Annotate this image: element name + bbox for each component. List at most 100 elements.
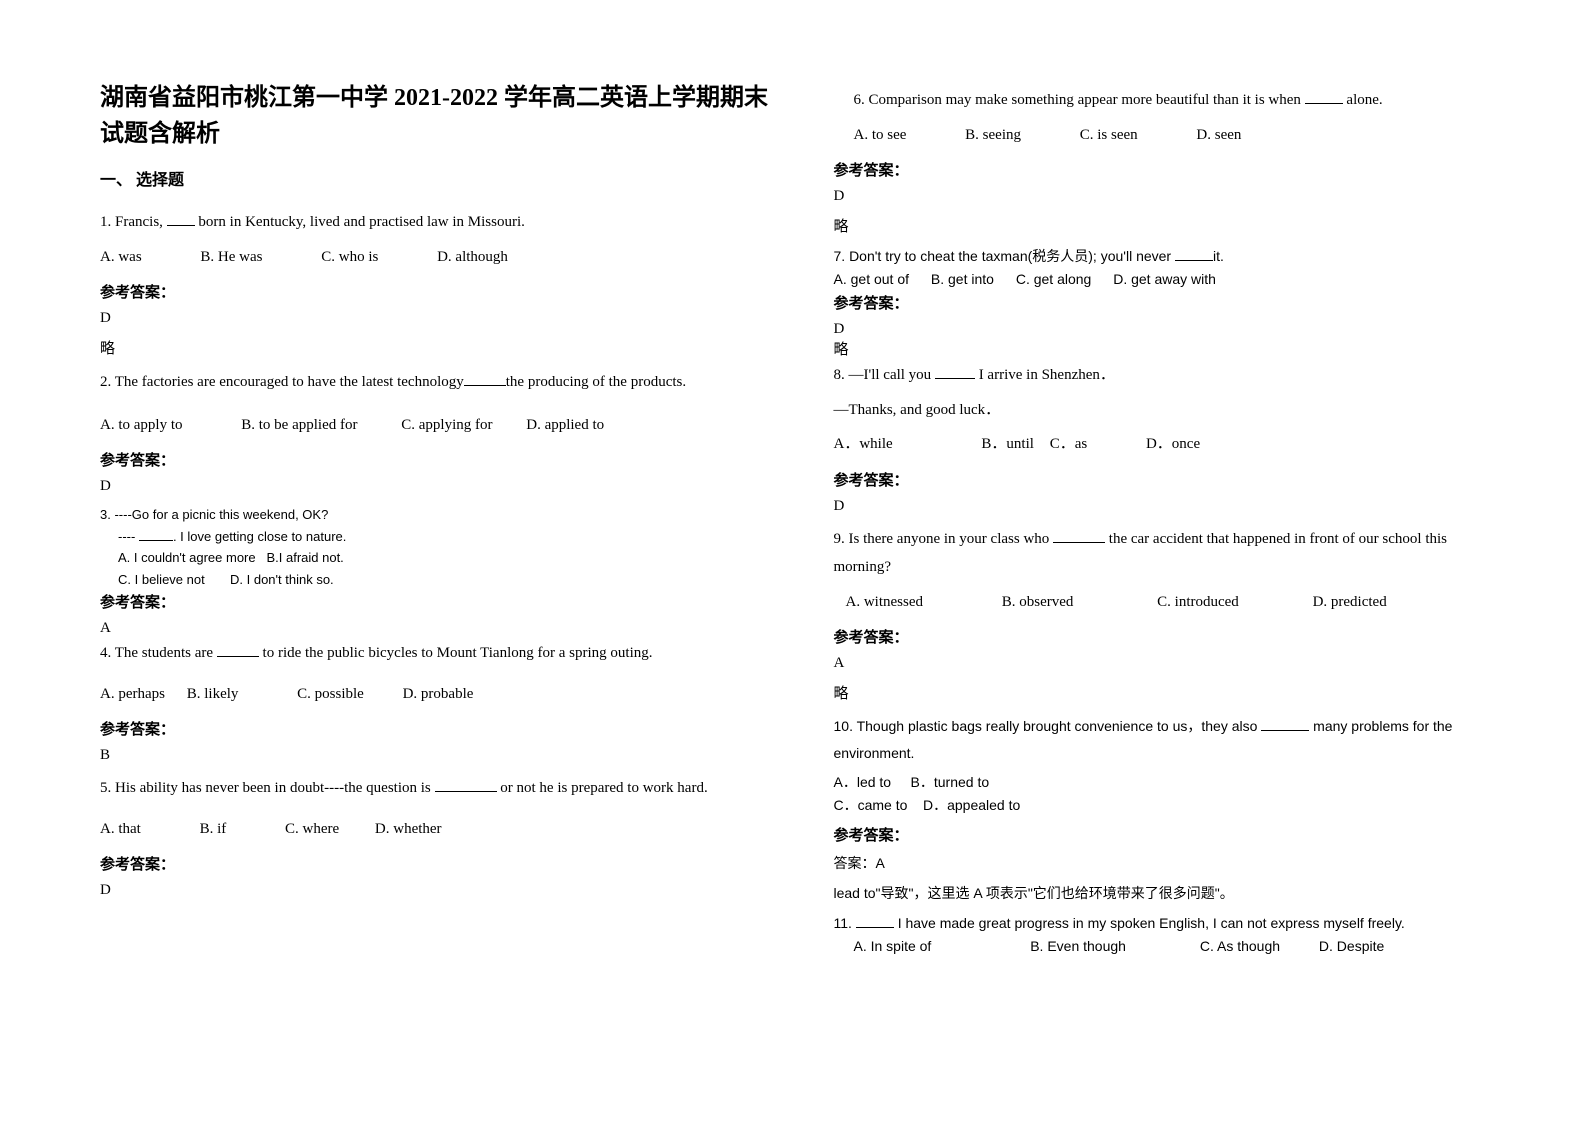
q6-text-post: alone. — [1343, 92, 1383, 108]
blank — [464, 372, 506, 387]
q2-answer: D — [100, 478, 774, 495]
q5-text-post: or not he is prepared to work hard. — [497, 780, 708, 796]
page-container: 湖南省益阳市桃江第一中学 2021-2022 学年高二英语上学期期末试题含解析 … — [0, 0, 1587, 1122]
section-heading: 一、 选择题 — [100, 166, 774, 190]
q7-answer: D — [834, 321, 1508, 338]
q10-opt-d: D．appealed to — [923, 797, 1020, 813]
q5-text-pre: 5. His ability has never been in doubt--… — [100, 780, 435, 796]
q4-answer: B — [100, 747, 774, 764]
blank — [167, 212, 195, 227]
q3-opt-c: C. I believe not — [118, 572, 205, 587]
q4-opt-d: D. probable — [403, 680, 474, 709]
q7-text: 7. Don't try to cheat the taxman(税务人员); … — [834, 246, 1508, 267]
q7-opt-c: C. get along — [1016, 271, 1092, 287]
q5-answer: D — [100, 882, 774, 899]
q2-text-post: the producing of the products. — [506, 374, 686, 390]
blank — [1175, 247, 1213, 261]
q9-opt-d: D. predicted — [1313, 588, 1387, 617]
column-right: 6. Comparison may make something appear … — [814, 80, 1528, 1082]
q10-text: 10. Though plastic bags really brought c… — [834, 713, 1508, 766]
blank — [1305, 90, 1343, 105]
blank — [435, 778, 497, 793]
q1-opt-b: B. He was — [200, 243, 262, 272]
column-left: 湖南省益阳市桃江第一中学 2021-2022 学年高二英语上学期期末试题含解析 … — [100, 80, 814, 1082]
q4-answer-label: 参考答案： — [100, 718, 774, 739]
q4-opt-b: B. likely — [187, 680, 239, 709]
q1-answer: D — [100, 310, 774, 327]
q9-text: 9. Is there anyone in your class who the… — [834, 525, 1508, 582]
q5-opt-b: B. if — [200, 815, 227, 844]
q2-opt-b: B. to be applied for — [241, 411, 357, 440]
q1-opt-c: C. who is — [321, 243, 378, 272]
q10-opt-b: B．turned to — [911, 774, 990, 790]
q2-text-pre: 2. The factories are encouraged to have … — [100, 374, 464, 390]
q1-options: A. was B. He was C. who is D. although — [100, 243, 774, 272]
blank — [856, 915, 894, 929]
q3-opts-row2: C. I believe not D. I don't think so. — [100, 570, 774, 590]
q8-line1-post: I arrive in Shenzhen． — [975, 367, 1115, 383]
q10-opt-c: C．came to — [834, 797, 908, 813]
q3-opts-row1: A. I couldn't agree more B.I afraid not. — [100, 548, 774, 568]
q9-opt-b: B. observed — [1002, 588, 1074, 617]
q11-text-post: I have made great progress in my spoken … — [894, 915, 1405, 931]
q10-opts-row1: A．led to B．turned to — [834, 772, 1508, 793]
q4-text: 4. The students are to ride the public b… — [100, 639, 774, 668]
q6-options: A. to see B. seeing C. is seen D. seen — [834, 121, 1508, 150]
q8-line2: —Thanks, and good luck． — [834, 396, 1508, 425]
q7-opt-b: B. get into — [931, 271, 994, 287]
q10-answer: 答案：A — [834, 853, 1508, 873]
q3-opt-b: B.I afraid not. — [266, 550, 343, 565]
q7-options: A. get out of B. get into C. get along D… — [834, 269, 1508, 290]
q8-options: A．while B．until C．as D．once — [834, 430, 1508, 459]
q8-opt-b: B．until — [981, 430, 1034, 459]
q6-opt-c: C. is seen — [1080, 121, 1138, 150]
q6-opt-d: D. seen — [1196, 121, 1241, 150]
q9-omit: 略 — [834, 682, 1508, 703]
q4-opt-c: C. possible — [297, 680, 364, 709]
q2-options: A. to apply to B. to be applied for C. a… — [100, 411, 774, 440]
q1-text-pre: 1. Francis, — [100, 214, 167, 230]
q11-options: A. In spite of B. Even though C. As thou… — [834, 936, 1508, 957]
q4-text-pre: 4. The students are — [100, 645, 217, 661]
q5-text: 5. His ability has never been in doubt--… — [100, 774, 774, 803]
q4-options: A. perhaps B. likely C. possible D. prob… — [100, 680, 774, 709]
q11-text-pre: 11. — [834, 915, 856, 931]
q3-line2: ---- . I love getting close to nature. — [100, 527, 774, 547]
q10-opt-a: A．led to — [834, 774, 892, 790]
q10-explanation: lead to"导致"，这里选 A 项表示"它们也给环境带来了很多问题"。 — [834, 883, 1508, 903]
q9-text-pre: 9. Is there anyone in your class who — [834, 531, 1054, 547]
q3-line2-post: . I love getting close to nature. — [173, 529, 346, 544]
q1-omit: 略 — [100, 337, 774, 358]
q3-opt-a: A. I couldn't agree more — [118, 550, 256, 565]
q2-answer-label: 参考答案： — [100, 449, 774, 470]
q5-options: A. that B. if C. where D. whether — [100, 815, 774, 844]
q6-opt-a: A. to see — [854, 121, 907, 150]
q6-opt-b: B. seeing — [965, 121, 1021, 150]
q10-text-pre: 10. Though plastic bags really brought c… — [834, 718, 1262, 734]
q4-opt-a: A. perhaps — [100, 680, 165, 709]
q6-omit: 略 — [834, 215, 1508, 236]
q4-text-post: to ride the public bicycles to Mount Tia… — [259, 645, 653, 661]
q5-opt-d: D. whether — [375, 815, 442, 844]
q1-opt-a: A. was — [100, 243, 142, 272]
q3-line2-pre: ---- — [118, 529, 139, 544]
blank — [139, 528, 173, 541]
q9-answer: A — [834, 655, 1508, 672]
q11-text: 11. I have made great progress in my spo… — [834, 913, 1508, 934]
q8-line1-pre: 8. —I'll call you — [834, 367, 935, 383]
q7-answer-label: 参考答案： — [834, 292, 1508, 313]
blank — [217, 643, 259, 658]
q10-opts-row2: C．came to D．appealed to — [834, 795, 1508, 816]
q2-opt-d: D. applied to — [526, 411, 604, 440]
blank — [1261, 717, 1309, 731]
q7-text-post: it. — [1213, 248, 1224, 264]
q3-opt-d: D. I don't think so. — [230, 572, 334, 587]
q11-opt-d: D. Despite — [1319, 936, 1384, 957]
q6-text: 6. Comparison may make something appear … — [834, 86, 1508, 115]
doc-title: 湖南省益阳市桃江第一中学 2021-2022 学年高二英语上学期期末试题含解析 — [100, 80, 774, 152]
q8-line1: 8. —I'll call you I arrive in Shenzhen． — [834, 361, 1508, 390]
q10-answer-label: 参考答案： — [834, 824, 1508, 845]
q2-text: 2. The factories are encouraged to have … — [100, 368, 774, 397]
q1-text-post: born in Kentucky, lived and practised la… — [195, 214, 525, 230]
q3-line1: 3. ----Go for a picnic this weekend, OK? — [100, 505, 774, 525]
